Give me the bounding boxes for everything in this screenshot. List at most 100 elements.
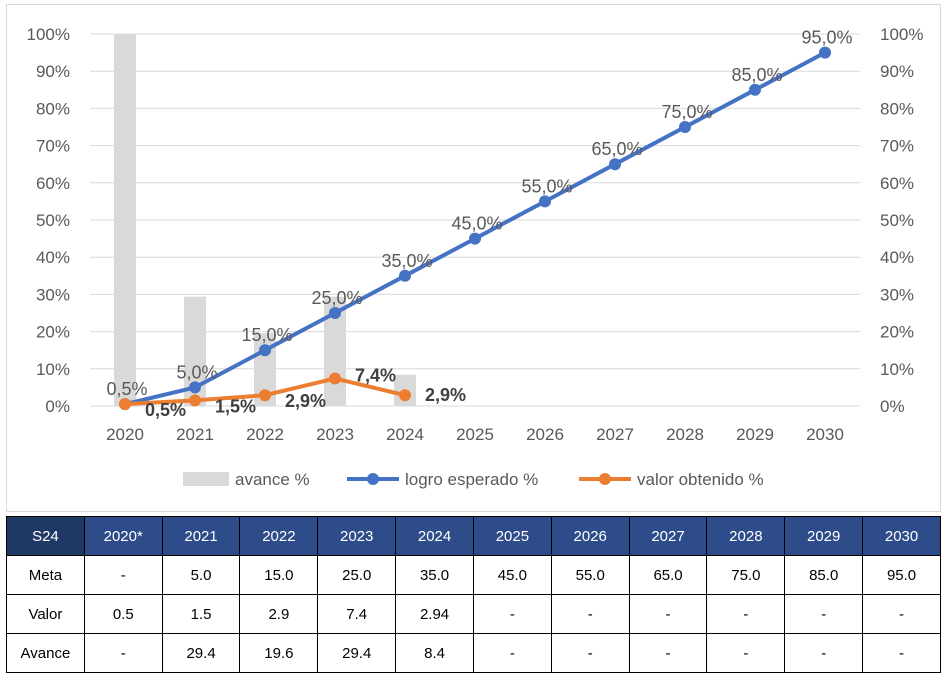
data-label: 15,0% <box>241 325 292 345</box>
series-marker <box>189 381 201 394</box>
table-column-header: 2024 <box>395 516 474 556</box>
y-left-tick-label: 80% <box>36 99 70 118</box>
table-row: Avance -29.4 19.6 29.4 8.4- - - - - - <box>6 633 941 673</box>
table-cell: 25.0 <box>317 555 397 595</box>
x-tick-label: 2028 <box>666 425 704 444</box>
series-marker <box>609 158 621 171</box>
table-cell: 75.0 <box>706 555 786 595</box>
series-marker <box>329 307 341 319</box>
table-cell: - <box>784 633 864 673</box>
data-label: 55,0% <box>521 176 572 196</box>
table-cell: 55.0 <box>550 555 630 595</box>
table-cell: 29.4 <box>317 633 397 673</box>
table-cell: - <box>550 633 630 673</box>
series-marker <box>679 121 691 133</box>
table-column-header: 2025 <box>472 516 552 556</box>
data-label: 85,0% <box>731 65 782 85</box>
x-tick-label: 2020 <box>106 425 144 444</box>
data-label: 35,0% <box>381 251 432 271</box>
table-cell: 65.0 <box>628 555 708 595</box>
y-left-tick-label: 0% <box>45 397 70 416</box>
table-cell: 19.6 <box>239 633 319 673</box>
x-tick-label: 2029 <box>736 425 774 444</box>
data-label: 65,0% <box>591 139 642 159</box>
series-marker <box>819 46 831 59</box>
table-cell: 7.4 <box>317 594 397 634</box>
table-cell: 15.0 <box>239 555 319 595</box>
series-marker <box>399 389 411 402</box>
y-left-tick-label: 90% <box>36 62 70 81</box>
x-tick-label: 2025 <box>456 425 494 444</box>
table-column-header: 2030 <box>862 516 941 556</box>
table-row-label: Valor <box>6 594 85 634</box>
y-left-tick-label: 100% <box>27 25 70 44</box>
table-cell: 29.4 <box>161 633 241 673</box>
y-left-tick-label: 10% <box>36 360 70 379</box>
table-column-header: 2023 <box>317 516 397 556</box>
x-tick-label: 2026 <box>526 425 564 444</box>
y-left-tick-label: 70% <box>36 137 70 156</box>
x-tick-label: 2021 <box>176 425 214 444</box>
y-right-tick-label: 50% <box>880 211 914 230</box>
bar <box>184 296 206 406</box>
y-left-tick-label: 30% <box>36 285 70 304</box>
y-left-tick-label: 20% <box>36 323 70 342</box>
table-column-header: 2022 <box>239 516 319 556</box>
y-right-tick-label: 0% <box>880 397 905 416</box>
table-cell: - <box>706 594 786 634</box>
table-cell: - <box>550 594 630 634</box>
data-label: 7,4% <box>355 365 396 385</box>
table-row-label: Avance <box>6 633 85 673</box>
y-right-tick-label: 30% <box>880 285 914 304</box>
table-cell: - <box>784 594 864 634</box>
table-cell: - <box>862 633 941 673</box>
legend-swatch-bar <box>183 472 229 486</box>
data-label: 95,0% <box>801 28 852 48</box>
combo-chart: 0% 0% 10% 10% 20% 20% 30% 30% 40% 40% 50% 50% 60% 60%… <box>27 25 924 489</box>
series-marker <box>399 269 411 282</box>
table-column-header: 2027 <box>628 516 708 556</box>
table-cell: 2.9 <box>239 594 319 634</box>
x-tick-label: 2022 <box>246 425 284 444</box>
series-marker <box>329 372 341 385</box>
x-tick-label: 2023 <box>316 425 354 444</box>
series-marker <box>749 83 761 96</box>
table-cell: - <box>628 633 708 673</box>
data-label: 5,0% <box>176 362 217 382</box>
table-row: Meta -5.0 15.0 25.0 35.0 45.0 55.0 65.0 75.0 85.0… <box>6 555 941 595</box>
table-cell: - <box>472 594 552 634</box>
y-right-tick-label: 20% <box>880 323 914 342</box>
legend-label: logro esperado % <box>405 470 538 489</box>
table-cell: 95.0 <box>862 555 941 595</box>
data-label: 45,0% <box>451 214 502 234</box>
x-tick-label: 2024 <box>386 425 424 444</box>
x-tick-label: 2030 <box>806 425 844 444</box>
data-label: 25,0% <box>311 288 362 308</box>
series-marker <box>259 389 271 402</box>
table-cell: 85.0 <box>784 555 864 595</box>
series-marker <box>119 398 131 411</box>
table-cell: - <box>706 633 786 673</box>
table-header-row: S24 2020* 2021 2022 2023 2024 2025 2026 2027 2028… <box>6 516 941 556</box>
y-right-tick-label: 10% <box>880 360 914 379</box>
table-header: S24 2020* 2021 2022 2023 2024 2025 2026 2027 2028… <box>6 516 941 556</box>
y-right-tick-label: 100% <box>880 25 923 44</box>
table-column-header: 2029 <box>784 516 864 556</box>
y-right-tick-label: 70% <box>880 137 914 156</box>
legend-swatch-marker <box>599 473 611 485</box>
y-right-tick-label: 80% <box>880 99 914 118</box>
table-body: Meta -5.0 15.0 25.0 35.0 45.0 55.0 65.0 75.0 85.0… <box>6 555 941 673</box>
data-label: 75,0% <box>661 102 712 122</box>
y-left-tick-label: 40% <box>36 248 70 267</box>
table-cell: 1.5 <box>161 594 241 634</box>
data-label: 0,5% <box>145 400 186 420</box>
legend-label: valor obtenido % <box>637 470 764 489</box>
y-right-tick-label: 90% <box>880 62 914 81</box>
data-label: 1,5% <box>215 396 256 416</box>
table-cell: 8.4 <box>395 633 474 673</box>
data-label: 0,5% <box>106 379 147 399</box>
y-left-tick-label: 60% <box>36 174 70 193</box>
table-cell: 45.0 <box>472 555 552 595</box>
table-corner-header: S24 <box>6 516 85 556</box>
table-cell: - <box>628 594 708 634</box>
